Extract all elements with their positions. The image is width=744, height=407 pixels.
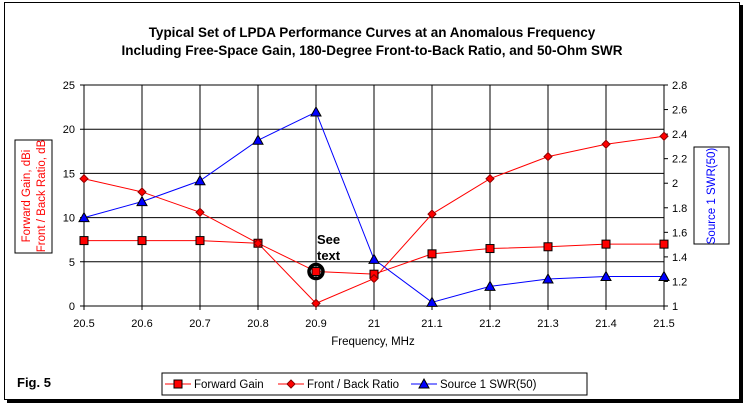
y-tick-label: 20 <box>63 124 75 136</box>
x-tick-label: 21.2 <box>479 318 500 330</box>
y2-tick-label: 2 <box>672 178 678 190</box>
x-tick-label: 20.6 <box>131 318 152 330</box>
data-point <box>311 298 321 309</box>
x-tick-label: 20.5 <box>73 318 94 330</box>
data-point <box>427 249 437 259</box>
data-point <box>136 195 148 207</box>
data-point <box>543 242 553 252</box>
x-tick-label: 21.1 <box>421 318 442 330</box>
y-axis-label-line-1: Forward Gain, dBi <box>21 150 33 243</box>
y2-tick-label: 1 <box>672 301 678 313</box>
legend-marker <box>173 379 183 389</box>
y2-tick-label: 2.2 <box>672 154 687 166</box>
data-point <box>195 236 205 246</box>
chart-title-line-2: Including Free-Space Gain, 180-Degree Fr… <box>121 43 622 58</box>
x-axis-label: Frequency, MHz <box>331 336 415 348</box>
x-tick-label: 21.3 <box>537 318 558 330</box>
data-point <box>194 174 206 186</box>
x-tick-label: 20.8 <box>247 318 268 330</box>
y-tick-label: 5 <box>69 257 75 269</box>
data-point <box>195 207 205 218</box>
y-axis-label-line-2: Front / Back Ratio, dB <box>36 139 48 252</box>
y2-tick-label: 2.8 <box>672 80 687 92</box>
data-point <box>542 272 554 284</box>
data-point <box>426 296 438 307</box>
data-point <box>310 105 322 117</box>
data-point <box>543 151 553 162</box>
data-point <box>253 238 263 248</box>
data-point <box>601 139 611 149</box>
y-tick-label: 15 <box>63 168 75 180</box>
x-tick-label: 21.4 <box>595 318 616 330</box>
legend-marker <box>286 379 296 389</box>
y-tick-label: 25 <box>63 80 75 92</box>
legend <box>161 372 588 396</box>
y2-tick-label: 1.6 <box>672 227 687 239</box>
data-point <box>137 236 147 246</box>
data-point <box>659 239 669 249</box>
data-point <box>311 267 321 277</box>
y2-tick-label: 2.4 <box>672 129 687 141</box>
y-axis-label-box <box>14 139 53 254</box>
annotation-circle <box>307 262 325 281</box>
y-tick-label: 0 <box>69 301 75 313</box>
data-point <box>485 173 495 184</box>
data-point <box>427 209 437 219</box>
annotation-line-2: text <box>317 248 341 263</box>
data-point <box>79 236 89 246</box>
y2-tick-label: 1.2 <box>672 276 687 288</box>
data-point <box>658 270 670 282</box>
data-point <box>485 244 495 254</box>
data-point <box>368 253 380 264</box>
legend-marker <box>418 377 430 389</box>
x-tick-label: 21 <box>368 318 380 330</box>
legend-label: Source 1 SWR(50) <box>440 379 537 391</box>
data-point <box>600 270 612 282</box>
figure-label: Fig. 5 <box>17 375 51 390</box>
y2-tick-label: 2.6 <box>672 105 687 117</box>
x-tick-label: 20.9 <box>305 318 326 330</box>
data-point <box>252 134 264 145</box>
data-point <box>484 280 496 291</box>
legend-label: Front / Back Ratio <box>307 379 399 391</box>
y2-tick-label: 1.8 <box>672 203 687 215</box>
annotation-line-1: See <box>317 232 340 247</box>
y2-axis-label: Source 1 SWR(50) <box>706 148 718 245</box>
data-point <box>659 131 669 141</box>
x-tick-label: 21.5 <box>653 318 674 330</box>
chart-title-line-1: Typical Set of LPDA Performance Curves a… <box>149 25 596 40</box>
chart-frame <box>4 2 740 400</box>
data-point <box>601 239 611 249</box>
y-tick-label: 10 <box>63 213 75 225</box>
x-tick-label: 20.7 <box>189 318 210 330</box>
y2-axis-label-box <box>693 146 730 245</box>
data-point <box>79 173 89 184</box>
legend-label: Forward Gain <box>194 379 264 391</box>
y2-tick-label: 1.4 <box>672 252 687 264</box>
data-point <box>137 187 147 197</box>
data-point <box>369 273 379 284</box>
data-point <box>78 211 90 223</box>
